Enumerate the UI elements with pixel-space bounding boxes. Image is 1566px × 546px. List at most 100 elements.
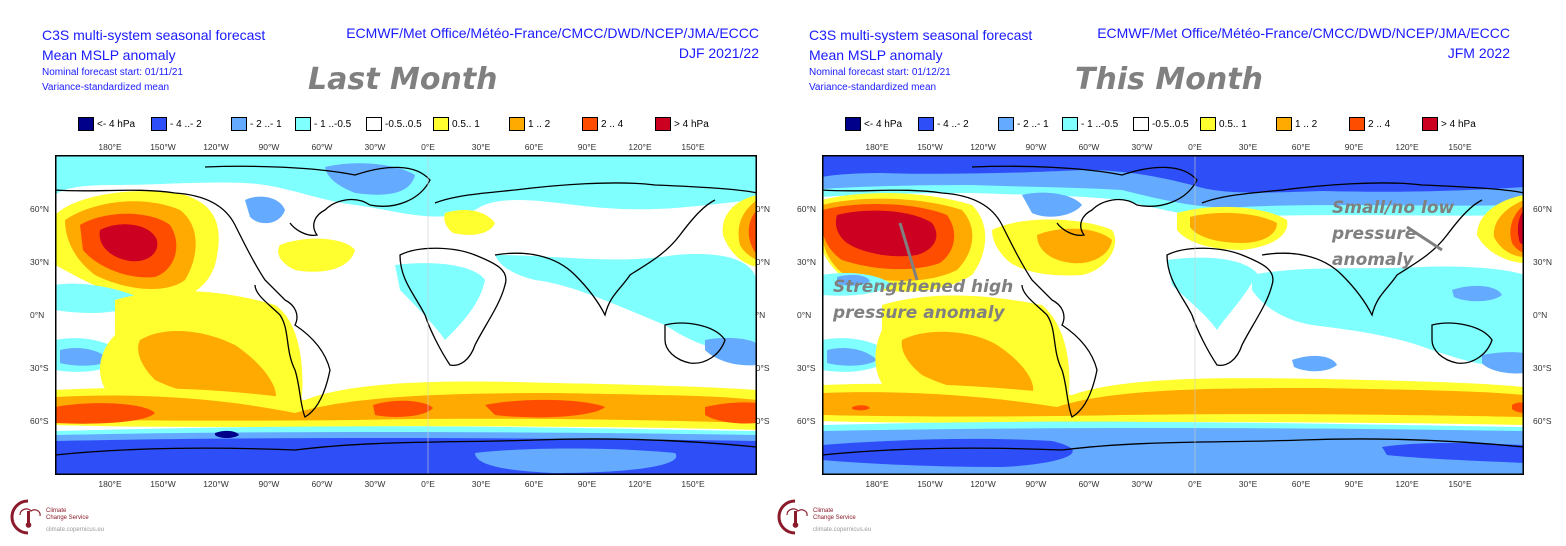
lon-tick: 30°W — [1131, 479, 1153, 489]
legend-label: 0.5.. 1 — [452, 118, 480, 130]
annotation-arrow — [1406, 225, 1443, 252]
legend-label: > 4 hPa — [674, 118, 709, 130]
legend-item: -0.5..0.5 — [366, 116, 422, 132]
anomaly-field-darkred — [99, 224, 158, 262]
legend-item: 2 .. 4 — [1349, 116, 1390, 132]
anomaly-field-yellow — [444, 210, 495, 235]
lon-tick: 90°E — [1344, 479, 1364, 489]
lon-tick: 120°W — [970, 142, 996, 152]
lat-tick: 60°N — [30, 204, 49, 214]
anomaly-field-redorange — [1512, 402, 1524, 413]
lon-tick: 180°E — [865, 142, 889, 152]
lon-tick: 30°E — [1238, 142, 1258, 152]
lat-tick: 0°N — [751, 310, 766, 320]
map-frame — [55, 155, 757, 475]
lon-tick: 150°E — [681, 479, 705, 489]
lon-tick: 120°W — [203, 479, 229, 489]
legend-label: - 1 ..-0.5 — [1081, 118, 1119, 130]
lat-tick: 60°N — [797, 204, 816, 214]
anomaly-field-orange — [1037, 228, 1112, 264]
lon-tick: 180°E — [98, 479, 122, 489]
lon-tick: 120°E — [1395, 142, 1419, 152]
lon-tick: 150°E — [1448, 479, 1472, 489]
legend-label: - 2 ..- 1 — [1017, 118, 1049, 130]
lon-tick: 90°W — [1025, 479, 1047, 489]
anomaly-field-lightblue — [1022, 192, 1082, 217]
lon-tick: 60°E — [524, 479, 544, 489]
lon-tick: 30°E — [471, 142, 491, 152]
lat-tick: 60°N — [1533, 204, 1552, 214]
lat-tick: 60°N — [751, 204, 770, 214]
legend-item: -0.5..0.5 — [1133, 116, 1189, 132]
map-frame — [822, 155, 1524, 475]
lat-tick: 30°N — [30, 257, 49, 267]
lon-tick: 90°W — [1025, 142, 1047, 152]
anomaly-field-darkblue — [215, 430, 239, 438]
legend-item: 1 .. 2 — [509, 116, 550, 132]
annotation-line: pressure anomaly — [833, 303, 1005, 323]
lon-tick: 90°W — [258, 479, 280, 489]
lon-tick: 120°E — [628, 142, 652, 152]
legend-label: 0.5.. 1 — [1219, 118, 1247, 130]
lon-tick: 30°W — [364, 479, 386, 489]
anomaly-field-blue — [1382, 443, 1524, 463]
lat-tick: 30°S — [751, 363, 770, 373]
panel-subtitle: Mean MSLP anomaly — [42, 47, 176, 63]
lon-tick: 60°E — [524, 142, 544, 152]
lat-tick: 0°N — [30, 310, 45, 320]
annotation-line: Small/no low — [1332, 198, 1455, 218]
thermometer-cloud-icon — [777, 499, 808, 535]
legend-item: - 2 ..- 1 — [998, 116, 1049, 132]
anomaly-field-redorange — [55, 403, 155, 424]
anomaly-field-darkred — [835, 210, 937, 257]
legend-swatch — [655, 117, 671, 131]
legend-swatch — [231, 117, 247, 131]
lat-tick: 0°N — [797, 310, 812, 320]
anomaly-field-redorange — [748, 210, 757, 255]
legend-swatch — [1276, 117, 1292, 131]
legend-item: - 1 ..-0.5 — [295, 116, 351, 132]
coastlines — [55, 165, 757, 456]
anomaly-field-cyan — [1167, 257, 1257, 330]
anomaly-field-lightblue — [827, 348, 877, 366]
lon-tick: 120°E — [1395, 479, 1419, 489]
lat-tick: 60°S — [751, 416, 770, 426]
color-legend: <- 4 hPa - 4 ..- 2 - 2 ..- 1 - 1 ..-0.5 … — [78, 116, 758, 132]
lat-tick: 30°S — [797, 363, 816, 373]
legend-label: -0.5..0.5 — [385, 118, 422, 130]
anomaly-field-yellow — [278, 238, 355, 272]
season-label: JFM 2022 — [1447, 45, 1510, 61]
anomaly-field-lightblue — [837, 274, 870, 286]
legend-item: <- 4 hPa — [78, 116, 135, 132]
legend-swatch — [151, 117, 167, 131]
copernicus-logo: Climate Change Service climate.copernicu… — [8, 497, 128, 537]
thermometer-cloud-icon — [10, 499, 41, 535]
logo-line1: Climate — [813, 508, 834, 514]
lat-tick: 30°N — [751, 257, 770, 267]
mslp-anomaly-map — [55, 155, 757, 475]
lat-tick: 30°N — [797, 257, 816, 267]
annotation-arrow — [898, 222, 919, 281]
forecast-start: Nominal forecast start: 01/12/21 — [809, 67, 951, 78]
season-label: DJF 2021/22 — [678, 45, 759, 61]
anomaly-field-redorange — [373, 400, 433, 417]
lat-tick: 0°N — [1533, 310, 1548, 320]
lon-tick: 30°E — [471, 479, 491, 489]
annotation-line: anomaly — [1332, 250, 1414, 270]
legend-swatch — [433, 117, 449, 131]
lat-tick: 60°S — [797, 416, 816, 426]
logo-line2: Change Service — [813, 515, 856, 521]
logo-line2: Change Service — [46, 515, 89, 521]
legend-item: - 4 ..- 2 — [918, 116, 969, 132]
legend-item: 1 .. 2 — [1276, 116, 1317, 132]
lat-tick: 60°S — [1533, 416, 1552, 426]
lon-tick: 180°E — [98, 142, 122, 152]
lon-tick: 150°W — [150, 479, 176, 489]
lon-tick: 30°E — [1238, 479, 1258, 489]
legend-item: > 4 hPa — [1422, 116, 1476, 132]
legend-item: - 1 ..-0.5 — [1062, 116, 1118, 132]
centers-list: ECMWF/Met Office/Météo-France/CMCC/DWD/N… — [346, 25, 759, 41]
legend-swatch — [1062, 117, 1078, 131]
method-note: Variance-standardized mean — [809, 82, 937, 93]
anomaly-field-lightblue — [1482, 352, 1524, 374]
